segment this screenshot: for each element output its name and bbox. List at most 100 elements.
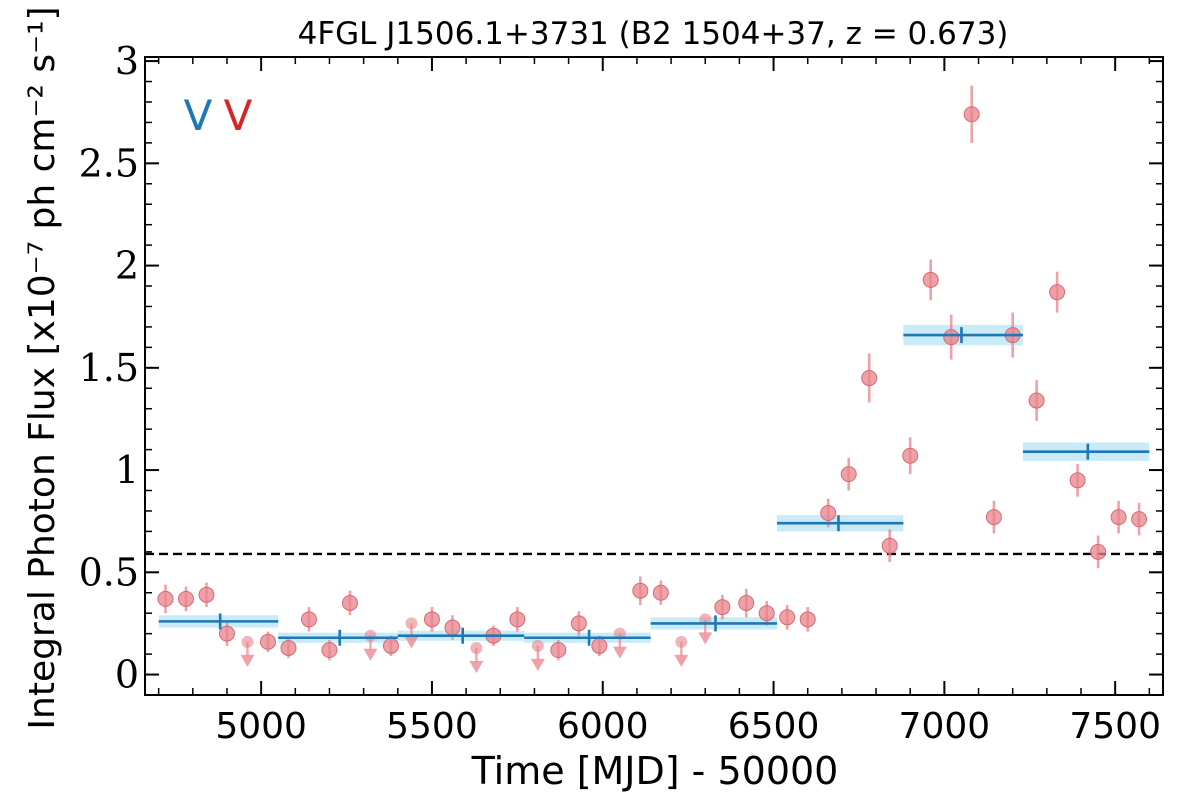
flux-point-marker (985, 509, 1002, 526)
flux-point-marker (1090, 543, 1107, 560)
upper-limit-4 (530, 639, 545, 671)
upper-limit-1 (363, 629, 378, 661)
flux-point-6 (300, 607, 317, 632)
upper-limit-0 (240, 635, 255, 667)
flux-point-marker (779, 609, 796, 626)
flux-point-marker (341, 594, 358, 611)
upper-limit-arrow (240, 654, 255, 667)
upper-limit-arrow (530, 658, 545, 671)
flux-point-marker (820, 505, 837, 522)
flux-point-marker (550, 642, 567, 659)
upper-limit-arrow (404, 636, 419, 649)
flux-point-14 (550, 639, 567, 661)
flux-point-marker (259, 633, 276, 650)
flux-point-marker (1069, 472, 1086, 489)
flux-point-25 (840, 457, 857, 491)
flux-point-8 (341, 590, 358, 616)
flux-point-marker (738, 594, 755, 611)
flux-point-37 (1090, 535, 1107, 569)
flux-point-39 (1131, 502, 1148, 536)
flux-point-2 (198, 582, 215, 608)
upper-limit-arrow (698, 632, 713, 645)
y-axis-label: Integral Photon Flux [x10⁻⁷ ph cm⁻² s⁻¹] (22, 6, 63, 729)
flux-point-35 (1049, 271, 1066, 313)
flux-point-marker (714, 599, 731, 616)
flux-point-marker (444, 619, 461, 636)
flux-point-marker (922, 271, 939, 288)
flux-point-34 (1028, 380, 1045, 421)
bin-step-1 (278, 629, 398, 646)
flux-point-marker (799, 611, 816, 628)
flux-point-marker (1049, 284, 1066, 301)
flux-point-marker (943, 329, 960, 346)
x-tick-label: 7500 (1069, 706, 1161, 747)
bin-step-2 (397, 627, 525, 644)
flux-point-marker (382, 637, 399, 654)
bin-step-5 (776, 515, 904, 532)
upper-limit-5 (612, 627, 627, 659)
flux-point-marker (840, 466, 857, 483)
flux-point-9 (382, 635, 399, 657)
flux-point-33 (985, 500, 1002, 534)
flux-point-1 (177, 586, 194, 612)
flux-point-27 (881, 529, 898, 563)
y-tick-label: 3 (115, 39, 139, 83)
legend-marker-1: V (224, 91, 253, 140)
flux-point-marker (321, 642, 338, 659)
flux-point-21 (758, 600, 775, 626)
flux-point-7 (321, 639, 338, 661)
bin-step-6 (903, 327, 1023, 344)
flux-points (157, 85, 1148, 673)
flux-point-30 (943, 314, 960, 360)
y-tick-label: 1.5 (79, 346, 139, 390)
flux-point-marker (177, 590, 194, 607)
flux-point-marker (157, 590, 174, 607)
flux-point-4 (259, 631, 276, 653)
upper-limit-6 (674, 635, 689, 667)
bin-step-3 (524, 629, 651, 646)
y-tick-label: 2 (115, 244, 139, 288)
flux-point-marker (198, 586, 215, 603)
flux-point-marker (902, 447, 919, 464)
bin-step-7 (1022, 443, 1150, 460)
binned-flux-steps (158, 327, 1150, 646)
flux-point-3 (218, 621, 235, 646)
x-tick-label: 7000 (899, 706, 991, 747)
flux-point-36 (1069, 463, 1086, 497)
flux-point-28 (902, 437, 919, 475)
flux-point-5 (280, 637, 297, 659)
upper-limit-arrow (469, 660, 484, 673)
flux-point-marker (509, 611, 526, 628)
flux-point-marker (570, 615, 587, 632)
y-tick-label: 0.5 (79, 550, 139, 594)
x-tick-label: 5500 (386, 706, 478, 747)
upper-limit-3 (469, 641, 484, 673)
plot-frame (144, 56, 1164, 696)
x-tick-label: 6000 (557, 706, 649, 747)
y-tick-label: 0 (115, 653, 139, 697)
flux-point-marker (423, 611, 440, 628)
chart-title: 4FGL J1506.1+3731 (B2 1504+37, z = 0.673… (298, 16, 1009, 52)
flux-point-18 (652, 580, 669, 606)
flux-point-marker (861, 370, 878, 387)
flux-point-26 (861, 353, 878, 403)
flux-point-15 (570, 611, 587, 636)
flux-point-marker (591, 637, 608, 654)
flux-point-17 (632, 576, 649, 606)
upper-limit-arrow (612, 646, 627, 659)
x-axis-label: Time [MJD] - 50000 (471, 749, 839, 793)
flux-point-marker (1131, 511, 1148, 528)
flux-point-marker (300, 611, 317, 628)
flux-point-13 (509, 607, 526, 632)
flux-point-marker (280, 639, 297, 656)
bin-step-4 (650, 615, 777, 632)
flux-point-marker (758, 605, 775, 622)
upper-limit-arrow (674, 654, 689, 667)
flux-point-marker (218, 625, 235, 642)
y-tick-label: 1 (115, 448, 139, 492)
flux-point-0 (157, 584, 174, 614)
flux-point-marker (1110, 509, 1127, 526)
y-tick-label: 2.5 (79, 141, 139, 185)
axes: 5000 5500 6000 6500 7000 7500 0 0.5 1 1.5 2 2.5 3 (79, 39, 1164, 747)
